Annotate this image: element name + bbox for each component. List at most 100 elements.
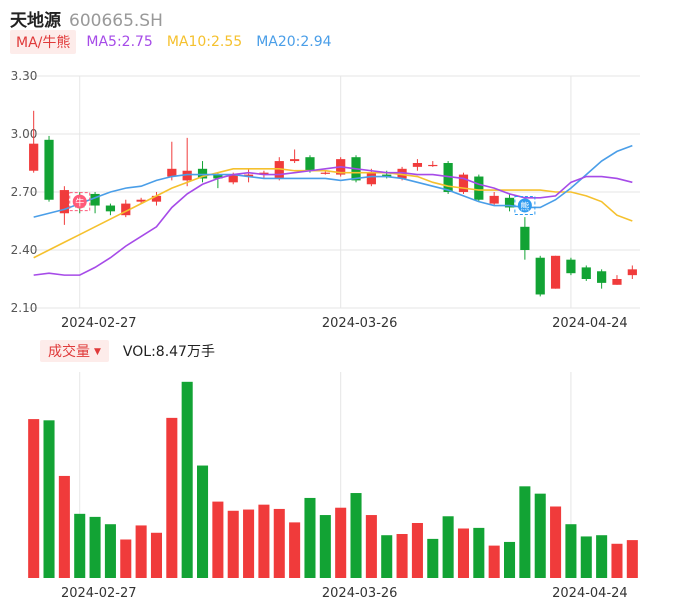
volume-bar bbox=[427, 538, 439, 578]
candle-up bbox=[136, 199, 146, 202]
volume-bar bbox=[503, 541, 516, 578]
candle-up bbox=[167, 168, 177, 177]
volume-bar bbox=[335, 507, 347, 578]
volume-bar bbox=[580, 536, 592, 578]
candle-down bbox=[520, 226, 530, 250]
volume-bar bbox=[442, 516, 454, 578]
candle-up bbox=[182, 170, 192, 181]
volume-bar bbox=[28, 419, 40, 578]
candle-up bbox=[412, 163, 423, 167]
caret-down-icon: ▼ bbox=[94, 347, 101, 357]
bear-marker-icon bbox=[517, 198, 532, 213]
volume-bar bbox=[104, 524, 116, 578]
candle-down bbox=[504, 197, 515, 208]
candle-up bbox=[259, 172, 269, 175]
ma-toggle-button[interactable]: MA/牛熊 bbox=[10, 30, 77, 54]
ma20-label: MA20:2.94 bbox=[256, 34, 332, 50]
volume-date-label: 2024-02-27 bbox=[61, 586, 137, 601]
volume-toggle-label: 成交量 bbox=[48, 344, 90, 360]
candle-up bbox=[274, 161, 284, 179]
candle-down bbox=[197, 168, 208, 179]
candle-down bbox=[443, 163, 453, 192]
ma-legend: MA/牛熊 MA5:2.75 MA10:2.55 MA20:2.94 bbox=[10, 30, 346, 54]
price-date-label: 2024-02-27 bbox=[61, 316, 137, 331]
volume-bar bbox=[396, 533, 408, 578]
volume-toggle-button[interactable]: 成交量 ▼ bbox=[40, 340, 109, 362]
volume-bar bbox=[519, 486, 531, 578]
volume-bar bbox=[365, 515, 377, 578]
bull-marker-frame bbox=[69, 192, 91, 212]
stock-name: 天地源 bbox=[10, 11, 61, 31]
volume-bar bbox=[135, 525, 147, 578]
volume-value: VOL:8.47万手 bbox=[122, 344, 215, 360]
stock-code: 600665.SH bbox=[69, 11, 163, 31]
price-date-label: 2024-03-26 bbox=[322, 316, 398, 331]
volume-bar bbox=[273, 508, 285, 578]
volume-bar bbox=[488, 545, 500, 578]
candle-up bbox=[29, 143, 39, 171]
volume-bar bbox=[58, 475, 70, 578]
volume-bar bbox=[196, 465, 209, 578]
candle-up bbox=[550, 255, 561, 289]
volume-bar bbox=[565, 524, 577, 578]
volume-bar bbox=[150, 532, 163, 578]
volume-bar bbox=[473, 527, 485, 578]
bull-marker-label: 牛 bbox=[75, 197, 84, 209]
candle-up bbox=[228, 174, 238, 183]
volume-bar bbox=[611, 543, 623, 578]
volume-bar bbox=[350, 493, 362, 578]
candle-up bbox=[243, 174, 254, 177]
volume-date-label: 2024-04-24 bbox=[552, 586, 628, 601]
candle-down bbox=[474, 176, 484, 200]
candle-up bbox=[428, 164, 438, 167]
volume-date-label: 2024-03-26 bbox=[322, 586, 398, 601]
candle-up bbox=[151, 195, 162, 202]
candle-down bbox=[581, 267, 591, 279]
ma5-line bbox=[33, 166, 633, 276]
candle-up bbox=[397, 168, 407, 179]
candle-up bbox=[458, 174, 469, 192]
candle-up bbox=[320, 172, 330, 174]
volume-bar bbox=[74, 513, 86, 578]
candle-down bbox=[535, 257, 545, 295]
candle-down bbox=[566, 259, 576, 274]
candle-down bbox=[213, 174, 223, 179]
candle-up bbox=[121, 203, 131, 216]
ma10-label: MA10:2.55 bbox=[166, 34, 243, 50]
volume-bar bbox=[227, 510, 239, 578]
volume-bar bbox=[626, 540, 638, 578]
price-axis-tick-label: 2.40 bbox=[11, 243, 38, 257]
candle-up bbox=[366, 172, 376, 185]
volume-bar bbox=[411, 522, 423, 578]
volume-bar bbox=[89, 516, 101, 578]
price-date-label: 2024-04-24 bbox=[552, 316, 628, 331]
price-axis-tick-label: 3.30 bbox=[11, 69, 38, 83]
candle-down bbox=[597, 271, 607, 283]
bear-marker-frame bbox=[514, 195, 536, 215]
volume-bar bbox=[304, 497, 316, 578]
candle-up bbox=[489, 195, 499, 204]
bull-marker-icon bbox=[72, 194, 87, 209]
volume-bar bbox=[166, 417, 178, 578]
candle-up bbox=[627, 269, 637, 276]
volume-bar bbox=[120, 539, 132, 578]
candle-down bbox=[382, 174, 392, 177]
volume-bar bbox=[243, 509, 255, 578]
candle-down bbox=[305, 157, 315, 171]
volume-bar bbox=[181, 381, 193, 578]
ma10-line bbox=[33, 168, 633, 259]
price-axis-tick-label: 2.10 bbox=[11, 301, 38, 315]
ma5-label: MA5:2.75 bbox=[86, 34, 153, 50]
volume-bar bbox=[534, 493, 546, 578]
volume-bar bbox=[212, 501, 224, 578]
volume-bar bbox=[43, 420, 55, 578]
stock-header: 天地源 600665.SH bbox=[10, 6, 163, 31]
price-axis-tick-label: 3.00 bbox=[11, 127, 38, 141]
volume-bar bbox=[381, 535, 393, 578]
price-axis-tick-label: 2.70 bbox=[11, 185, 38, 199]
volume-bar bbox=[289, 522, 301, 578]
candle-down bbox=[90, 193, 100, 206]
candle-down bbox=[105, 205, 116, 212]
volume-bar bbox=[550, 506, 562, 578]
